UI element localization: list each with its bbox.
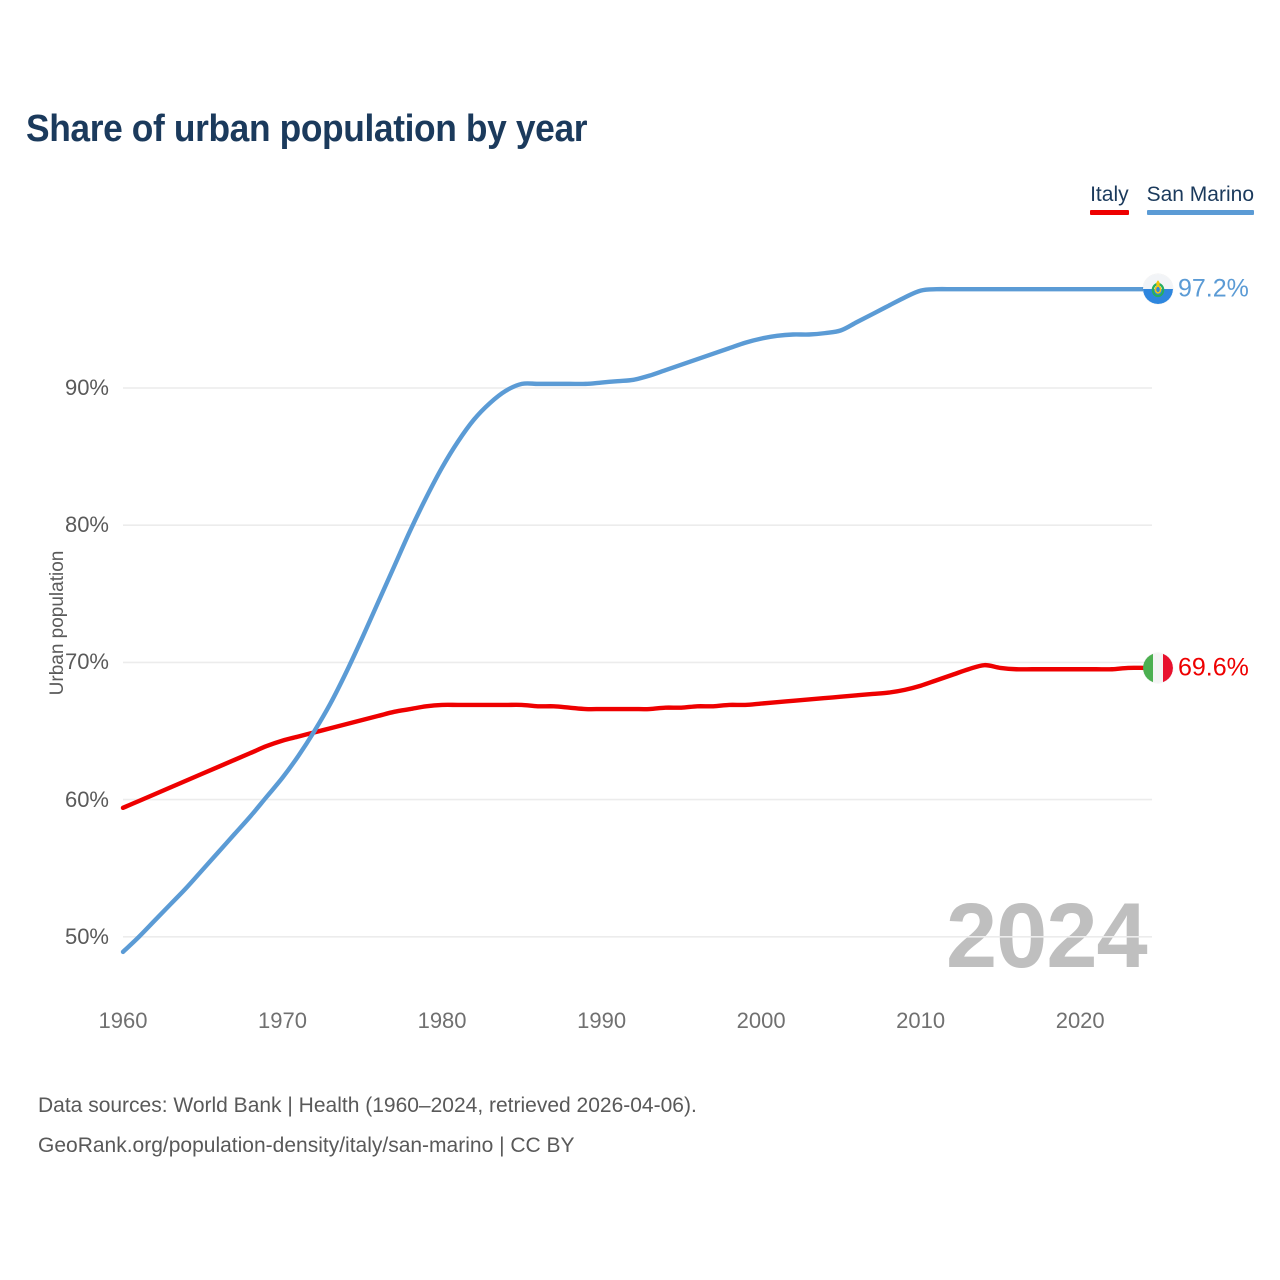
y-tick-label: 90%: [64, 375, 109, 400]
end-label-italy: 69.6%: [1178, 653, 1249, 682]
y-tick-label: 80%: [64, 512, 109, 538]
legend-color-swatch-italy: [1090, 210, 1129, 215]
x-tick-label: 1970: [258, 1008, 308, 1033]
x-tick-label: 2020: [1055, 1008, 1105, 1033]
page-title: Share of urban population by year: [26, 108, 588, 150]
y-tick-label: 50%: [64, 923, 109, 949]
legend-color-swatch-san-marino: [1146, 210, 1254, 215]
x-tick-label: 1960: [98, 1008, 148, 1033]
legend-label-san-marino: San Marino: [1146, 183, 1254, 206]
san-marino-flag-icon: [1143, 274, 1173, 305]
chart-legend: Italy San Marino: [1090, 182, 1254, 215]
footer-line-1: Data sources: World Bank | Health (1960–…: [38, 1094, 697, 1117]
end-label-san-marino: 97.2%: [1178, 274, 1249, 303]
gridlines: [123, 387, 1152, 938]
footer-sources: Data sources: World Bank | Health (1960–…: [38, 1086, 697, 1166]
series-line-san-marino: [120, 286, 1147, 955]
x-tick-label: 2000: [736, 1008, 786, 1033]
legend-item-italy[interactable]: Italy: [1090, 182, 1129, 215]
legend-label-italy: Italy: [1090, 183, 1129, 206]
series-line-italy: [120, 662, 1147, 811]
y-axis-title: Urban population: [47, 550, 68, 696]
italy-flag-icon: [1143, 652, 1173, 683]
y-tick-label: 60%: [64, 786, 109, 812]
x-tick-label: 1980: [417, 1008, 467, 1033]
x-tick-label: 1990: [577, 1008, 627, 1033]
x-tick-label: 2010: [896, 1008, 946, 1033]
legend-item-san-marino[interactable]: San Marino: [1146, 182, 1254, 215]
series-lines: [120, 286, 1147, 955]
y-tick-label: 70%: [64, 649, 109, 675]
footer-line-2: GeoRank.org/population-density/italy/san…: [38, 1134, 575, 1157]
